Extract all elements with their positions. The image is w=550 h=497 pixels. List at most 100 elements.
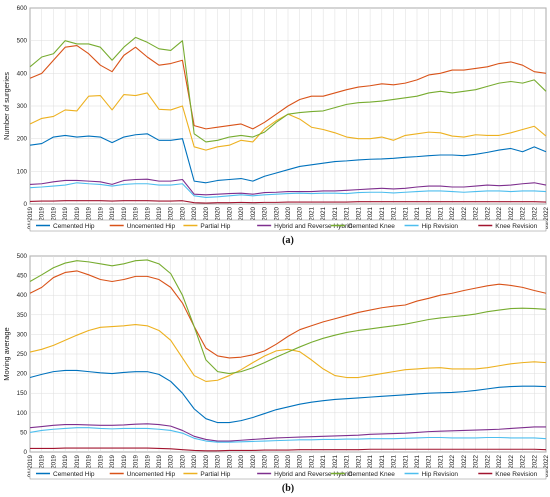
x-tick-label: 02/2021	[320, 206, 327, 229]
y-tick-label: 450	[17, 273, 28, 280]
x-tick-label: 08/2019	[109, 454, 116, 477]
x-tick-label: 08/2022	[531, 454, 538, 477]
x-tick-label: 04/2022	[484, 206, 491, 229]
x-tick-label: 11/2020	[285, 206, 292, 228]
x-tick-label: 07/2019	[97, 454, 104, 477]
x-tick-label: 01/2020	[168, 454, 175, 477]
x-tick-label: 03/2021	[332, 454, 339, 477]
x-tick-label: 04/2021	[344, 454, 351, 477]
x-tick-label: 07/2019	[97, 206, 104, 229]
x-tick-label: 05/2019	[74, 206, 81, 229]
x-tick-label: 03/2022	[473, 206, 480, 229]
legend-entry: Cemented Knee	[348, 223, 395, 230]
legend-entry: Uncemented Hip	[127, 471, 176, 478]
x-tick-label: 03/2021	[332, 206, 339, 229]
y-tick-label: 500	[17, 253, 28, 260]
x-tick-label: 11/2021	[426, 454, 433, 476]
series-line-knee-revision	[30, 447, 547, 452]
x-tick-label: 02/2020	[179, 454, 186, 477]
x-tick-label: 06/2021	[367, 454, 374, 477]
y-tick-label: 0	[24, 201, 28, 208]
x-tick-label: 04/2019	[62, 454, 69, 477]
x-tick-label: 04/2020	[203, 206, 210, 229]
x-tick-label: 01/2020	[168, 206, 175, 229]
x-tick-label: 10/2021	[414, 454, 421, 477]
x-tick-label: 04/2022	[484, 454, 491, 477]
x-tick-label: 05/2021	[355, 454, 362, 477]
x-tick-label: 05/2021	[355, 206, 362, 229]
series-line-hybrid-and-reverse-hybrid	[29, 178, 547, 196]
legend-entry: Partial Hip	[200, 223, 230, 230]
x-tick-label: 07/2021	[379, 454, 386, 477]
series-line-cemented-knee	[29, 36, 547, 143]
x-tick-label: 09/2022	[543, 454, 550, 477]
y-tick-label: 350	[17, 312, 28, 319]
x-tick-label: 09/2020	[262, 206, 269, 229]
x-tick-label: 05/2020	[215, 206, 222, 229]
y-tick-label: 250	[17, 351, 28, 358]
y-tick-label: 400	[17, 292, 28, 299]
x-tick-label: 01/2019	[27, 206, 34, 229]
x-tick-label: 12/2020	[297, 454, 304, 477]
legend-entry: Uncemented Hip	[127, 223, 176, 230]
x-tick-label: 07/2020	[238, 454, 245, 477]
x-tick-label: 06/2020	[226, 206, 233, 229]
x-tick-label: 05/2020	[215, 454, 222, 477]
x-tick-label: 08/2020	[250, 454, 257, 477]
y-tick-label: 300	[17, 103, 28, 110]
x-tick-label: 01/2022	[449, 206, 456, 229]
x-tick-label: 07/2022	[520, 454, 527, 477]
x-tick-label: 06/2022	[508, 454, 515, 477]
series-line-hip-revision	[29, 182, 547, 199]
legend-entry: Knee Revision	[495, 223, 537, 230]
x-tick-label: 11/2019	[144, 206, 151, 228]
x-tick-label: 02/2019	[39, 206, 46, 229]
x-tick-label: 01/2021	[308, 206, 315, 229]
y-axis-label: Number of surgeries	[2, 72, 11, 140]
series-line-hip-revision	[29, 427, 547, 443]
y-tick-label: 50	[20, 429, 27, 436]
legend-entry: Hybrid and Reverse Hybrid	[274, 471, 352, 478]
y-tick-label: 0	[24, 449, 28, 456]
x-tick-label: 04/2020	[203, 454, 210, 477]
x-tick-label: 08/2019	[109, 206, 116, 229]
chart-panel-1: 0 100 200 300 400 500 600 01/2019 02/2019 03/2019…	[2, 5, 550, 246]
y-tick-label: 100	[17, 410, 28, 417]
x-tick-label: 10/2019	[133, 454, 140, 477]
series-line-uncemented-hip	[29, 270, 547, 359]
x-tick-label: 03/2022	[473, 454, 480, 477]
legend-entry: Hip Revision	[422, 223, 459, 230]
x-tick-label: 10/2021	[414, 206, 421, 229]
x-tick-label: 05/2022	[496, 454, 503, 477]
x-tick-label: 03/2019	[50, 206, 57, 229]
x-tick-label: 01/2022	[449, 454, 456, 477]
x-tick-label: 12/2021	[437, 206, 444, 229]
legend-entry: Cemented Hip	[53, 471, 95, 478]
series-line-uncemented-hip	[29, 45, 547, 130]
series-line-cemented-hip	[29, 369, 547, 424]
x-tick-label: 02/2022	[461, 454, 468, 477]
y-tick-label: 200	[17, 136, 28, 143]
legend-entry: Hip Revision	[422, 471, 459, 478]
x-tick-label: 02/2019	[39, 454, 46, 477]
x-tick-label: 11/2020	[285, 454, 292, 476]
x-tick-label: 01/2021	[308, 454, 315, 477]
series-line-partial-hip	[29, 324, 547, 382]
x-tick-label: 12/2019	[156, 454, 163, 477]
x-tick-label: 10/2020	[273, 454, 280, 477]
x-tick-label: 09/2020	[262, 454, 269, 477]
x-tick-label: 01/2019	[27, 454, 34, 477]
x-tick-label: 06/2021	[367, 206, 374, 229]
x-tick-label: 12/2021	[437, 454, 444, 477]
x-tick-label: 05/2022	[496, 206, 503, 229]
x-tick-label: 02/2022	[461, 206, 468, 229]
x-tick-label: 06/2019	[86, 454, 93, 477]
legend-entry: Knee Revision	[495, 471, 537, 478]
x-tick-label: 10/2020	[273, 206, 280, 229]
x-tick-label: 07/2020	[238, 206, 245, 229]
series-line-cemented-knee	[29, 259, 547, 375]
x-tick-label: 09/2019	[121, 454, 128, 477]
y-tick-label: 600	[17, 5, 28, 12]
y-tick-label: 100	[17, 168, 28, 175]
